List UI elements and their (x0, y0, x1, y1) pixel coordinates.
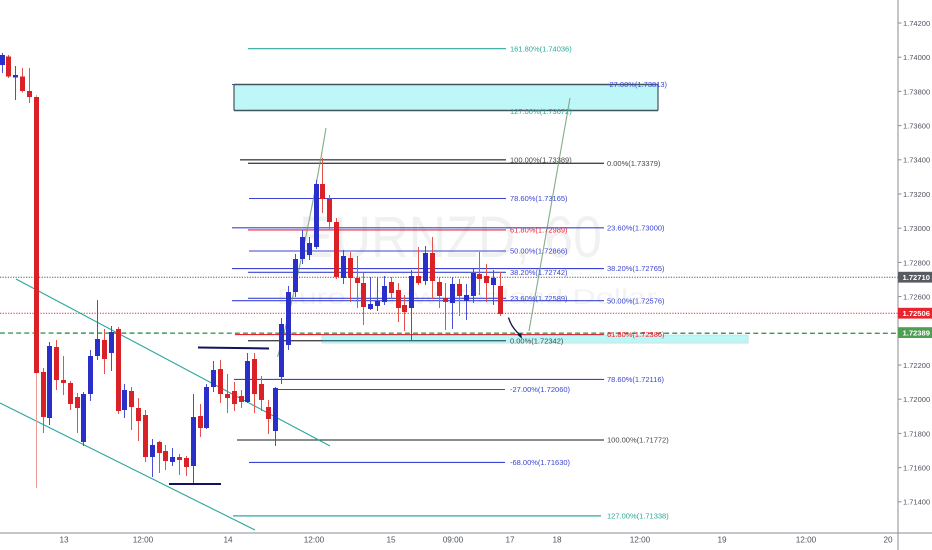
svg-text:50.00%(1.72866): 50.00%(1.72866) (510, 247, 568, 256)
svg-text:17: 17 (505, 536, 515, 545)
svg-text:1.71400: 1.71400 (903, 498, 930, 507)
svg-text:-68.00%(1.71630): -68.00%(1.71630) (510, 458, 571, 467)
svg-text:1.72600: 1.72600 (903, 293, 930, 302)
svg-text:78.60%(1.72116): 78.60%(1.72116) (607, 375, 664, 384)
svg-text:19: 19 (717, 536, 727, 545)
svg-text:1.73600: 1.73600 (903, 122, 930, 131)
svg-text:38.20%(1.72765): 38.20%(1.72765) (607, 264, 665, 273)
svg-text:0.00%(1.72342): 0.00%(1.72342) (510, 336, 564, 345)
svg-text:18: 18 (552, 536, 562, 545)
svg-text:1.72710: 1.72710 (903, 273, 930, 282)
svg-text:-27.00%(1.72060): -27.00%(1.72060) (510, 385, 571, 394)
svg-text:1.72800: 1.72800 (903, 258, 930, 267)
svg-text:1.72200: 1.72200 (903, 361, 930, 370)
svg-text:13: 13 (59, 536, 69, 545)
svg-text:1.74200: 1.74200 (903, 19, 930, 28)
svg-text:0.00%(1.73379): 0.00%(1.73379) (607, 159, 661, 168)
svg-text:1.72506: 1.72506 (903, 309, 930, 318)
svg-text:100.00%(1.73389): 100.00%(1.73389) (510, 155, 572, 164)
svg-text:1.73200: 1.73200 (903, 190, 930, 199)
svg-text:09:00: 09:00 (443, 536, 464, 545)
svg-text:12:00: 12:00 (133, 536, 154, 545)
svg-text:38.20%(1.72742): 38.20%(1.72742) (510, 268, 568, 277)
svg-text:12:00: 12:00 (630, 536, 651, 545)
svg-text:1.72389: 1.72389 (903, 329, 930, 338)
svg-text:78.60%(1.73165): 78.60%(1.73165) (510, 194, 568, 203)
svg-text:61.80%(1.72989): 61.80%(1.72989) (510, 226, 568, 235)
svg-text:1.73000: 1.73000 (903, 224, 930, 233)
svg-text:50.00%(1.72576): 50.00%(1.72576) (607, 296, 665, 305)
svg-text:1.73800: 1.73800 (903, 87, 930, 96)
svg-text:12:00: 12:00 (796, 536, 817, 545)
svg-text:23.60%(1.72589): 23.60%(1.72589) (510, 294, 568, 303)
svg-text:15: 15 (386, 536, 396, 545)
svg-text:61.80%(1.72386): 61.80%(1.72386) (607, 330, 665, 339)
svg-text:100.00%(1.71772): 100.00%(1.71772) (607, 436, 669, 445)
svg-text:14: 14 (223, 536, 233, 545)
svg-text:161.80%(1.74036): 161.80%(1.74036) (510, 44, 572, 53)
svg-text:-27.00%(1.73813): -27.00%(1.73813) (607, 80, 668, 89)
svg-text:12:00: 12:00 (304, 536, 325, 545)
svg-text:1.73400: 1.73400 (903, 156, 930, 165)
svg-text:1.71600: 1.71600 (903, 464, 930, 473)
svg-text:127.00%(1.73672): 127.00%(1.73672) (510, 107, 572, 116)
svg-text:20: 20 (883, 536, 893, 545)
svg-text:127.00%(1.71338): 127.00%(1.71338) (607, 512, 669, 521)
svg-text:1.74000: 1.74000 (903, 53, 930, 62)
svg-text:1.71800: 1.71800 (903, 429, 930, 438)
svg-text:1.72000: 1.72000 (903, 395, 930, 404)
svg-text:23.60%(1.73000): 23.60%(1.73000) (607, 223, 665, 232)
